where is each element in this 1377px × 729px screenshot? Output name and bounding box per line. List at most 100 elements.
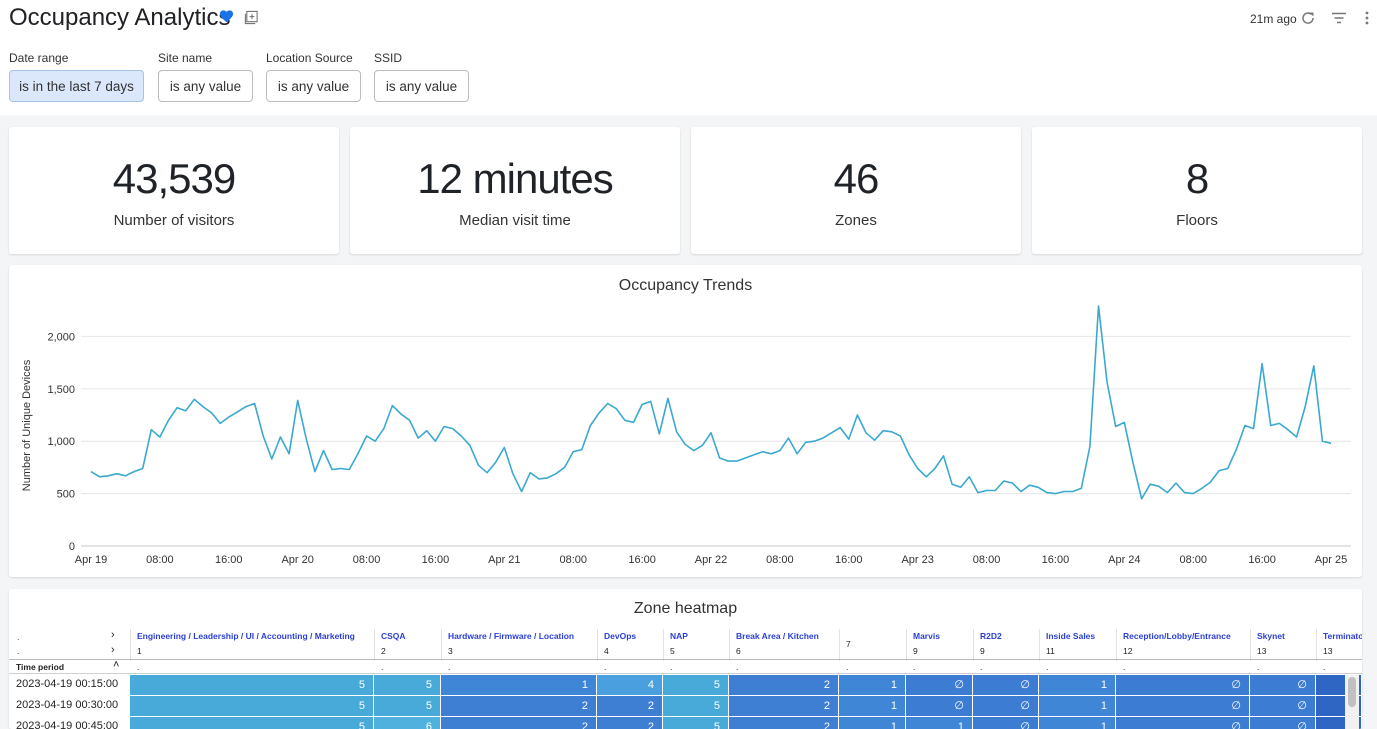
- x-tick-label: 16:00: [1248, 554, 1276, 566]
- heatmap-cell: 4: [597, 675, 662, 695]
- zone-subheader-dot: .: [1123, 662, 1126, 672]
- time-period-header[interactable]: Time period: [16, 662, 65, 672]
- favorite-heart-icon[interactable]: [219, 9, 234, 23]
- row-header-dot: .: [17, 632, 20, 642]
- subheader-divider: [9, 673, 1362, 674]
- time-period-cell: 2023-04-19 00:45:00: [16, 720, 119, 729]
- x-tick-label: 08:00: [353, 554, 381, 566]
- zone-column-header[interactable]: Marvis: [913, 631, 940, 641]
- heatmap-cell: ∅: [1250, 675, 1315, 695]
- heatmap-cell: 2: [729, 675, 838, 695]
- sort-chevron-up-icon[interactable]: ˄: [113, 659, 120, 671]
- zone-subheader-dot: .: [736, 662, 739, 672]
- heatmap-cell: 6: [374, 717, 440, 729]
- heatmap-cell: 1: [839, 717, 905, 729]
- column-divider: [839, 629, 840, 661]
- zone-subheader-dot: .: [980, 662, 983, 672]
- heatmap-cell: 1: [1039, 717, 1115, 729]
- row-header-dot: .: [17, 646, 20, 656]
- zone-number: 3: [448, 646, 453, 656]
- heatmap-cell: ∅: [1250, 717, 1315, 729]
- kpi-label: Floors: [1176, 212, 1218, 229]
- zone-number: 12: [1123, 646, 1133, 656]
- heatmap-table: .. › › Engineering / Leadership / UI / Acco…: [9, 589, 1362, 729]
- zone-column-header[interactable]: Hardware / Firmware / Location: [448, 631, 575, 641]
- zone-column-header[interactable]: Engineering / Leadership / UI / Accounti…: [137, 631, 355, 641]
- zone-column-header[interactable]: Reception/Lobby/Entrance: [1123, 631, 1231, 641]
- zone-number: 9: [913, 646, 918, 656]
- scrollbar-thumb[interactable]: [1348, 677, 1356, 707]
- zone-column-header[interactable]: Skynet: [1257, 631, 1285, 641]
- expand-chevron-icon[interactable]: ›: [111, 629, 115, 641]
- zone-column-header[interactable]: NAP: [670, 631, 688, 641]
- heatmap-cell: 2: [441, 717, 596, 729]
- zone-number: 9: [980, 646, 985, 656]
- x-tick-label: 16:00: [835, 554, 863, 566]
- zone-column-header[interactable]: Terminator: [1323, 631, 1362, 641]
- zone-number: 1: [137, 646, 142, 656]
- heatmap-cell: ∅: [1116, 675, 1249, 695]
- zone-number: 13: [1257, 646, 1267, 656]
- x-tick-label: Apr 21: [488, 554, 520, 566]
- more-options-icon[interactable]: [1361, 10, 1373, 26]
- heatmap-cell: 5: [374, 675, 440, 695]
- zone-subheader-dot: .: [137, 662, 140, 672]
- zone-column-header[interactable]: R2D2: [980, 631, 1002, 641]
- add-to-board-icon[interactable]: [244, 10, 259, 25]
- heatmap-cell: 5: [130, 717, 373, 729]
- refresh-icon[interactable]: [1300, 10, 1316, 26]
- heatmap-cell: 1: [839, 675, 905, 695]
- zone-column-header[interactable]: Break Area / Kitchen: [736, 631, 819, 641]
- heatmap-title: Zone heatmap: [633, 600, 738, 617]
- heatmap-cell: 2: [729, 696, 838, 716]
- zone-subheader-dot: .: [448, 662, 451, 672]
- zone-subheader-dot: .: [670, 662, 673, 672]
- column-divider: [729, 629, 730, 661]
- x-tick-label: 16:00: [215, 554, 243, 566]
- kpi-value: 46: [833, 155, 880, 202]
- zone-column-header[interactable]: CSQA: [381, 631, 406, 641]
- zone-number: 6: [736, 646, 741, 656]
- chart-title: Occupancy Trends: [618, 277, 753, 294]
- x-tick-label: 08:00: [973, 554, 1001, 566]
- heatmap-cell: 5: [663, 675, 728, 695]
- zone-number: 7: [846, 639, 851, 649]
- column-divider: [374, 629, 375, 661]
- time-period-cell: 2023-04-19 00:30:00: [16, 699, 119, 711]
- y-tick-label: 2,000: [47, 331, 75, 343]
- column-divider: [973, 629, 974, 661]
- y-tick-label: 0: [69, 541, 75, 553]
- zone-subheader-dot: .: [381, 662, 384, 672]
- zone-column-header[interactable]: Inside Sales: [1046, 631, 1096, 641]
- x-tick-label: 16:00: [422, 554, 450, 566]
- heatmap-cell: ∅: [1116, 717, 1249, 729]
- heatmap-cell: 5: [374, 696, 440, 716]
- heatmap-cell: 5: [130, 675, 373, 695]
- zone-number: 2: [381, 646, 386, 656]
- kpi-card-floors: 8 Floors: [1032, 127, 1362, 254]
- x-tick-label: 08:00: [559, 554, 587, 566]
- filter-label: Date range: [9, 51, 69, 65]
- location-source-filter-button[interactable]: is any value: [266, 70, 361, 102]
- series-line: [90, 305, 1332, 500]
- zone-heatmap-card: Zone heatmap .. › › Engineering / Leadershi…: [9, 589, 1362, 729]
- heatmap-cell: ∅: [906, 696, 972, 716]
- last-updated-text: 21m ago: [1250, 12, 1297, 26]
- ssid-filter-button[interactable]: is any value: [374, 70, 469, 102]
- heatmap-cell: 5: [130, 696, 373, 716]
- x-tick-label: Apr 22: [695, 554, 727, 566]
- zone-number: 4: [604, 646, 609, 656]
- heatmap-cell: 1: [1039, 675, 1115, 695]
- filter-label: Site name: [158, 51, 213, 65]
- expand-chevron-icon[interactable]: ›: [111, 644, 115, 656]
- zone-number: 11: [1046, 646, 1055, 656]
- filter-icon[interactable]: [1331, 10, 1347, 26]
- heatmap-cell: ∅: [973, 717, 1038, 729]
- zone-column-header[interactable]: DevOps: [604, 631, 637, 641]
- heatmap-cell: ∅: [906, 675, 972, 695]
- date-range-filter-button[interactable]: is in the last 7 days: [9, 70, 144, 102]
- kpi-value: 8: [1185, 155, 1209, 202]
- header-divider: [9, 659, 1362, 660]
- page-title: Occupancy Analytics: [9, 4, 231, 31]
- site-name-filter-button[interactable]: is any value: [158, 70, 253, 102]
